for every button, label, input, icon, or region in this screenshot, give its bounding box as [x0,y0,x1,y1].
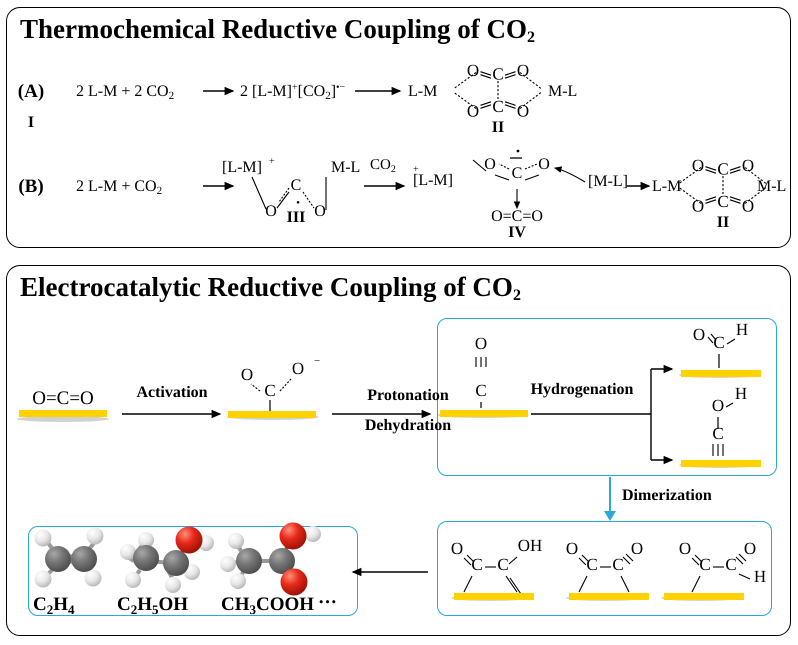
svg-text:C: C [475,381,486,400]
svg-text:H: H [735,384,747,403]
svg-text:···: ··· [318,592,337,613]
svg-text:C: C [725,555,736,574]
svg-text:C: C [612,555,623,574]
svg-text:C: C [471,555,482,574]
svg-text:O: O [451,539,463,558]
svg-text:OH: OH [518,536,543,555]
svg-text:C: C [586,555,597,574]
svg-text:O: O [693,325,705,344]
svg-text:C: C [713,333,724,352]
svg-text:Hydrogenation: Hydrogenation [531,381,634,398]
svg-text:O: O [566,539,578,558]
svg-text:O: O [475,334,487,353]
svg-text:Protonation: Protonation [367,387,449,404]
svg-text:C: C [699,555,710,574]
svg-text:CH3COOH: CH3COOH [221,594,314,617]
svg-text:H: H [754,567,766,586]
svg-text:C2H5OH: C2H5OH [117,594,188,617]
svg-text:−: − [314,355,320,367]
svg-text:C2H4: C2H4 [33,594,75,617]
svg-text:O: O [712,396,724,415]
svg-text:Activation: Activation [136,384,207,401]
svg-text:C: C [264,381,275,400]
svg-text:Dimerization: Dimerization [622,487,712,504]
svg-text:C: C [497,555,508,574]
svg-text:H: H [736,320,748,339]
svg-text:O=C=O: O=C=O [32,388,94,409]
svg-text:O: O [631,539,643,558]
svg-text:Dehydration: Dehydration [365,417,451,434]
svg-text:O: O [744,539,756,558]
svg-text:O: O [292,359,304,378]
svg-text:O: O [679,539,691,558]
svg-text:O: O [241,365,253,384]
